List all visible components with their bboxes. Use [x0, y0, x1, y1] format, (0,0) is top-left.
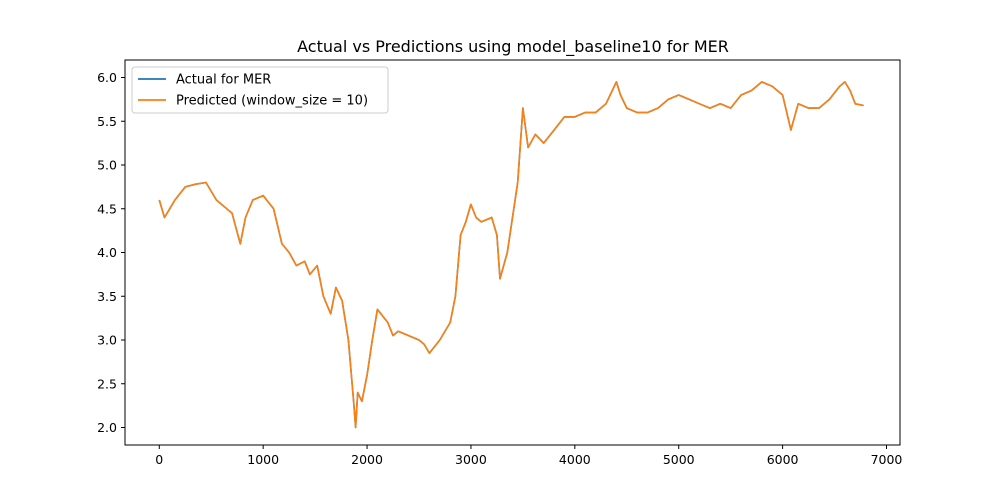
- legend-box: [131, 66, 389, 114]
- series-line-predicted: [158, 81, 864, 429]
- x-tick-label: 6000: [767, 452, 799, 467]
- x-tick-label: 4000: [559, 452, 591, 467]
- legend: Actual for MER Predicted (window_size = 1…: [131, 66, 389, 114]
- chart-title: Actual vs Predictions using model_baseli…: [297, 37, 729, 57]
- y-tick-label: 2.5: [97, 376, 117, 391]
- series-line-actual: [158, 81, 864, 429]
- axes-frame: [124, 59, 901, 446]
- x-tick-label: 1000: [247, 452, 279, 467]
- legend-label: Predicted (window_size = 10): [176, 94, 368, 109]
- x-tick-label: 3000: [455, 452, 487, 467]
- y-axis: 2.0 2.5 3.0 3.5 4.0 4.5 5.0 5.5 6.0: [97, 70, 125, 435]
- x-axis: 0 1000 2000 3000 4000 5000 6000 7000: [155, 445, 902, 467]
- y-tick-label: 4.0: [97, 245, 117, 260]
- x-tick-label: 2000: [351, 452, 383, 467]
- x-tick-label: 0: [155, 452, 163, 467]
- plot-area: [158, 81, 864, 429]
- y-tick-label: 5.5: [97, 114, 117, 129]
- x-tick-label: 5000: [663, 452, 695, 467]
- y-tick-label: 3.5: [97, 289, 117, 304]
- y-tick-label: 6.0: [97, 70, 117, 85]
- y-tick-label: 2.0: [97, 420, 117, 435]
- legend-label: Actual for MER: [176, 73, 271, 88]
- y-tick-label: 4.5: [97, 201, 117, 216]
- y-tick-label: 5.0: [97, 158, 117, 173]
- x-tick-label: 7000: [871, 452, 903, 467]
- y-tick-label: 3.0: [97, 333, 117, 348]
